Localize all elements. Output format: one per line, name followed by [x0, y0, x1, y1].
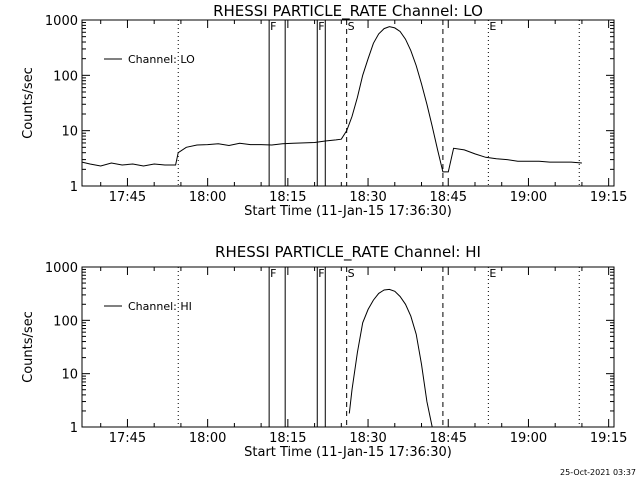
- x-tick-label: 18:15: [269, 431, 306, 446]
- y-tick-label: 10: [61, 125, 78, 140]
- legend-label: Channel: LO: [128, 53, 195, 66]
- y-axis-label: Counts/sec: [21, 311, 36, 383]
- y-tick-label: 100: [53, 69, 78, 84]
- x-tick-label: 19:00: [510, 190, 547, 205]
- x-tick-label: 19:15: [590, 431, 627, 446]
- marker-label: S: [348, 20, 355, 33]
- x-tick-label: 19:15: [590, 190, 627, 205]
- y-tick-label: 1: [70, 180, 78, 195]
- chart-title: RHESSI PARTICLE_RATE Channel: HI: [215, 243, 481, 262]
- x-tick-label: 19:00: [510, 431, 547, 446]
- x-tick-label: 17:45: [109, 190, 146, 205]
- x-tick-label: 18:00: [189, 190, 226, 205]
- marker-label: S: [348, 267, 355, 280]
- y-tick-label: 100: [53, 314, 78, 329]
- series-line: [348, 288, 433, 428]
- y-tick-label: 1000: [45, 14, 78, 29]
- y-axis-label: Counts/sec: [21, 67, 36, 139]
- y-tick-label: 1: [70, 421, 78, 436]
- x-axis-label: Start Time (11-Jan-15 17:36:30): [244, 204, 452, 219]
- y-tick-label: 1000: [45, 261, 78, 276]
- marker-label: E: [489, 20, 496, 33]
- timestamp-label: 25-Oct-2021 03:37: [560, 468, 636, 477]
- plot-frame: [81, 266, 615, 428]
- x-tick-label: 18:30: [349, 431, 386, 446]
- x-tick-label: 18:45: [430, 431, 467, 446]
- marker-label: E: [489, 267, 496, 280]
- x-tick-label: 18:30: [349, 190, 386, 205]
- x-axis-label: Start Time (11-Jan-15 17:36:30): [244, 445, 452, 460]
- chart-title: RHESSI PARTICLE_RATE Channel: LO: [213, 2, 483, 21]
- panel-hi: RHESSI PARTICLE_RATE Channel: HI F F S E 17:4…: [21, 243, 627, 460]
- plot-frame: [81, 19, 615, 187]
- x-tick-label: 18:15: [269, 190, 306, 205]
- marker-label: F: [270, 20, 276, 33]
- series-line: [81, 26, 582, 173]
- y-tick-label: 10: [61, 368, 78, 383]
- marker-label: F: [318, 20, 324, 33]
- x-tick-label: 17:45: [109, 431, 146, 446]
- marker-label: F: [318, 267, 324, 280]
- x-tick-label: 18:00: [189, 431, 226, 446]
- x-tick-label: 18:45: [430, 190, 467, 205]
- legend-label: Channel: HI: [128, 300, 192, 313]
- marker-label: F: [270, 267, 276, 280]
- panel-lo: RHESSI PARTICLE_RATE Channel: LOF F S E 17:4…: [21, 2, 627, 219]
